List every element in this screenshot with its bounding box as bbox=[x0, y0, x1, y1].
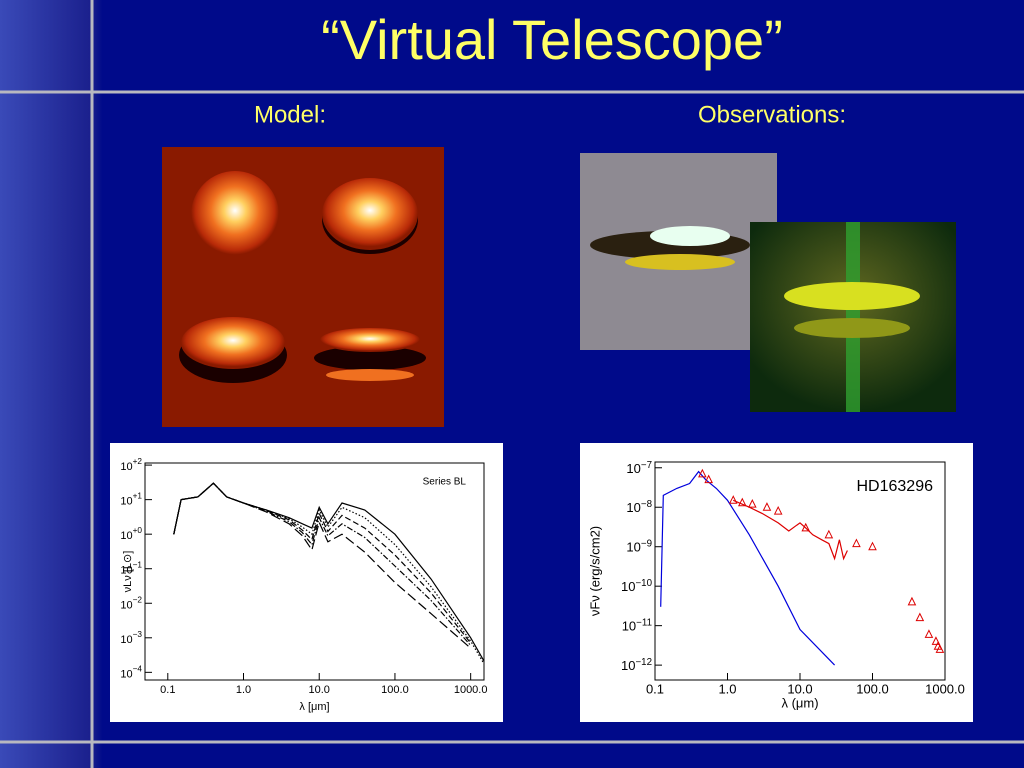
y-tick-label: 10−9 bbox=[626, 538, 652, 555]
tick-exponent: −7 bbox=[641, 459, 652, 470]
chart: 0.1 1.0 10.0 100.0 1000.010+210+110+010−110−… bbox=[120, 457, 488, 713]
data-point bbox=[773, 505, 783, 515]
x-tick-label: 0.1 bbox=[160, 684, 175, 696]
y-axis-label: νLν [L⊙] bbox=[122, 551, 134, 593]
x-tick-label: 1000.0 bbox=[454, 684, 488, 696]
tick-exponent: −9 bbox=[641, 538, 652, 549]
observation-image bbox=[750, 222, 956, 412]
x-tick-label: 0.1 bbox=[646, 681, 664, 696]
tick-base: 10 bbox=[626, 501, 640, 516]
slide-title: “Virtual Telescope” bbox=[321, 8, 783, 71]
data-point bbox=[762, 502, 772, 511]
y-tick-label: 10+2 bbox=[120, 457, 142, 473]
data-point bbox=[737, 497, 747, 507]
tick-base: 10 bbox=[621, 580, 635, 595]
data-point bbox=[924, 629, 934, 638]
x-tick-label: 100.0 bbox=[381, 684, 409, 696]
tick-base: 10 bbox=[120, 565, 132, 577]
data-point bbox=[704, 474, 713, 484]
plot-frame bbox=[144, 462, 485, 681]
data-line bbox=[173, 482, 472, 646]
x-tick-label: 10.0 bbox=[787, 681, 812, 696]
plot-area bbox=[660, 468, 945, 666]
y-tick-label: 10−1 bbox=[120, 561, 142, 577]
x-axis-label: λ (μm) bbox=[781, 695, 818, 710]
tick-exponent: +1 bbox=[133, 492, 143, 501]
tick-exponent: −4 bbox=[133, 665, 143, 674]
tick-exponent: −11 bbox=[636, 617, 652, 628]
y-tick-label: 10+1 bbox=[120, 492, 142, 508]
tick-exponent: +0 bbox=[133, 526, 143, 535]
y-tick-label: 10−4 bbox=[120, 665, 142, 681]
y-tick-label: 10−3 bbox=[120, 630, 142, 646]
chart-annotation: HD163296 bbox=[857, 478, 934, 495]
tick-exponent: −10 bbox=[635, 578, 652, 589]
tick-base: 10 bbox=[120, 668, 132, 680]
tick-base: 10 bbox=[626, 540, 640, 555]
observation-image bbox=[580, 153, 777, 350]
tick-base: 10 bbox=[120, 634, 132, 646]
section-label: Observations: bbox=[698, 101, 846, 128]
x-tick-label: 1.0 bbox=[236, 684, 251, 696]
x-tick-label: 100.0 bbox=[856, 681, 889, 696]
y-tick-label: 10−7 bbox=[626, 459, 652, 476]
tick-base: 10 bbox=[621, 659, 635, 674]
data-point bbox=[728, 495, 738, 504]
data-point bbox=[698, 468, 707, 478]
y-tick-label: 10−10 bbox=[621, 578, 653, 595]
tick-exponent: +2 bbox=[133, 457, 143, 466]
y-axis-label: νFν (erg/s/cm2) bbox=[587, 526, 602, 616]
tick-exponent: −3 bbox=[133, 630, 143, 639]
data-point bbox=[868, 541, 877, 551]
tick-exponent: −8 bbox=[641, 499, 652, 510]
chart-annotation: Series BL bbox=[423, 477, 467, 488]
tick-base: 10 bbox=[626, 461, 640, 476]
data-point bbox=[915, 612, 925, 622]
data-point bbox=[824, 529, 834, 539]
x-tick-label: 1.0 bbox=[718, 681, 736, 696]
y-tick-label: 10−12 bbox=[621, 657, 652, 674]
x-axis-label: λ [μm] bbox=[299, 701, 329, 713]
data-line bbox=[173, 482, 484, 665]
chart-panel bbox=[110, 443, 503, 722]
y-tick-label: 10+0 bbox=[120, 526, 142, 542]
data-point bbox=[935, 644, 945, 653]
data-point bbox=[801, 522, 811, 532]
x-tick-label: 1000.0 bbox=[925, 681, 965, 696]
data-point bbox=[931, 636, 941, 645]
tick-exponent: −2 bbox=[133, 595, 143, 604]
tick-exponent: −12 bbox=[635, 657, 652, 668]
tick-exponent: −1 bbox=[133, 561, 143, 570]
data-line bbox=[732, 499, 848, 561]
plot-area bbox=[173, 482, 484, 665]
y-tick-label: 10−8 bbox=[626, 499, 652, 516]
tick-base: 10 bbox=[120, 599, 132, 611]
tick-base: 10 bbox=[622, 619, 636, 634]
data-point bbox=[852, 538, 861, 548]
model-image bbox=[162, 147, 444, 427]
data-point bbox=[748, 498, 757, 508]
data-line bbox=[660, 470, 836, 666]
y-tick-label: 10−2 bbox=[120, 595, 142, 611]
section-label: Model: bbox=[254, 101, 326, 128]
chart: 0.1 1.0 10.0 100.0 1000.010−710−810−910−1010… bbox=[587, 459, 964, 710]
data-point bbox=[907, 596, 917, 606]
x-tick-label: 10.0 bbox=[309, 684, 330, 696]
tick-base: 10 bbox=[120, 496, 132, 508]
tick-base: 10 bbox=[120, 530, 132, 542]
y-tick-label: 10−11 bbox=[622, 617, 652, 634]
tick-base: 10 bbox=[120, 461, 132, 473]
